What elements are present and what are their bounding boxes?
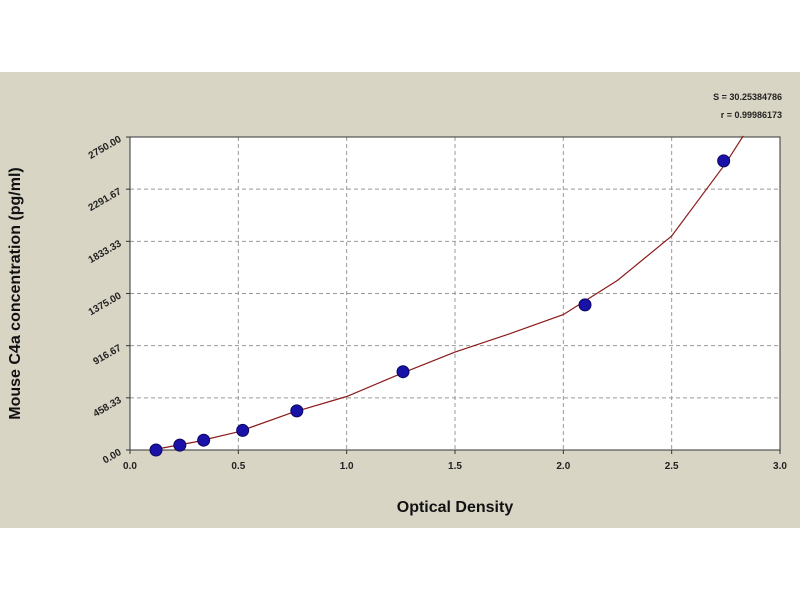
y-tick-label: 458.33 [92,395,124,420]
x-tick-label: 1.0 [340,461,354,472]
y-axis-title: Mouse C4a concentration (pg/ml) [7,167,24,419]
data-points [149,154,731,457]
y-tick-label: 0.00 [101,447,124,466]
data-point [173,438,187,452]
y-tick-label: 2750.00 [87,134,124,162]
y-tick-label: 916.67 [92,343,124,368]
x-tick-label: 2.0 [556,461,570,472]
x-tick-label: 1.5 [448,461,462,472]
x-axis: 0.0 0.5 1.0 1.5 2.0 2.5 3.0 [123,450,787,472]
chart-svg: 0.0 0.5 1.0 1.5 2.0 2.5 3.0 0.00 458.33 916.67 13… [7,92,787,516]
y-tick-label: 1833.33 [87,238,124,266]
data-point [197,433,211,447]
data-point [396,365,410,379]
grid [130,137,780,450]
y-tick-label: 2291.67 [87,186,124,214]
stat-r-value: r = 0.99986173 [721,110,782,120]
x-tick-label: 2.5 [665,461,679,472]
chart-figure: 0.0 0.5 1.0 1.5 2.0 2.5 3.0 0.00 458.33 916.67 13… [0,72,800,528]
x-tick-label: 0.0 [123,461,137,472]
y-tick-label: 1375.00 [87,290,124,318]
x-tick-label: 0.5 [231,461,245,472]
x-tick-label: 3.0 [773,461,787,472]
data-point [149,443,163,457]
data-point [290,404,304,418]
stat-s-value: S = 30.25384786 [713,92,782,102]
data-point [578,298,592,312]
data-point [717,154,731,168]
x-axis-title: Optical Density [397,499,514,516]
data-point [236,423,250,437]
y-axis: 0.00 458.33 916.67 1375.00 1833.33 2291.67 275… [87,134,130,466]
